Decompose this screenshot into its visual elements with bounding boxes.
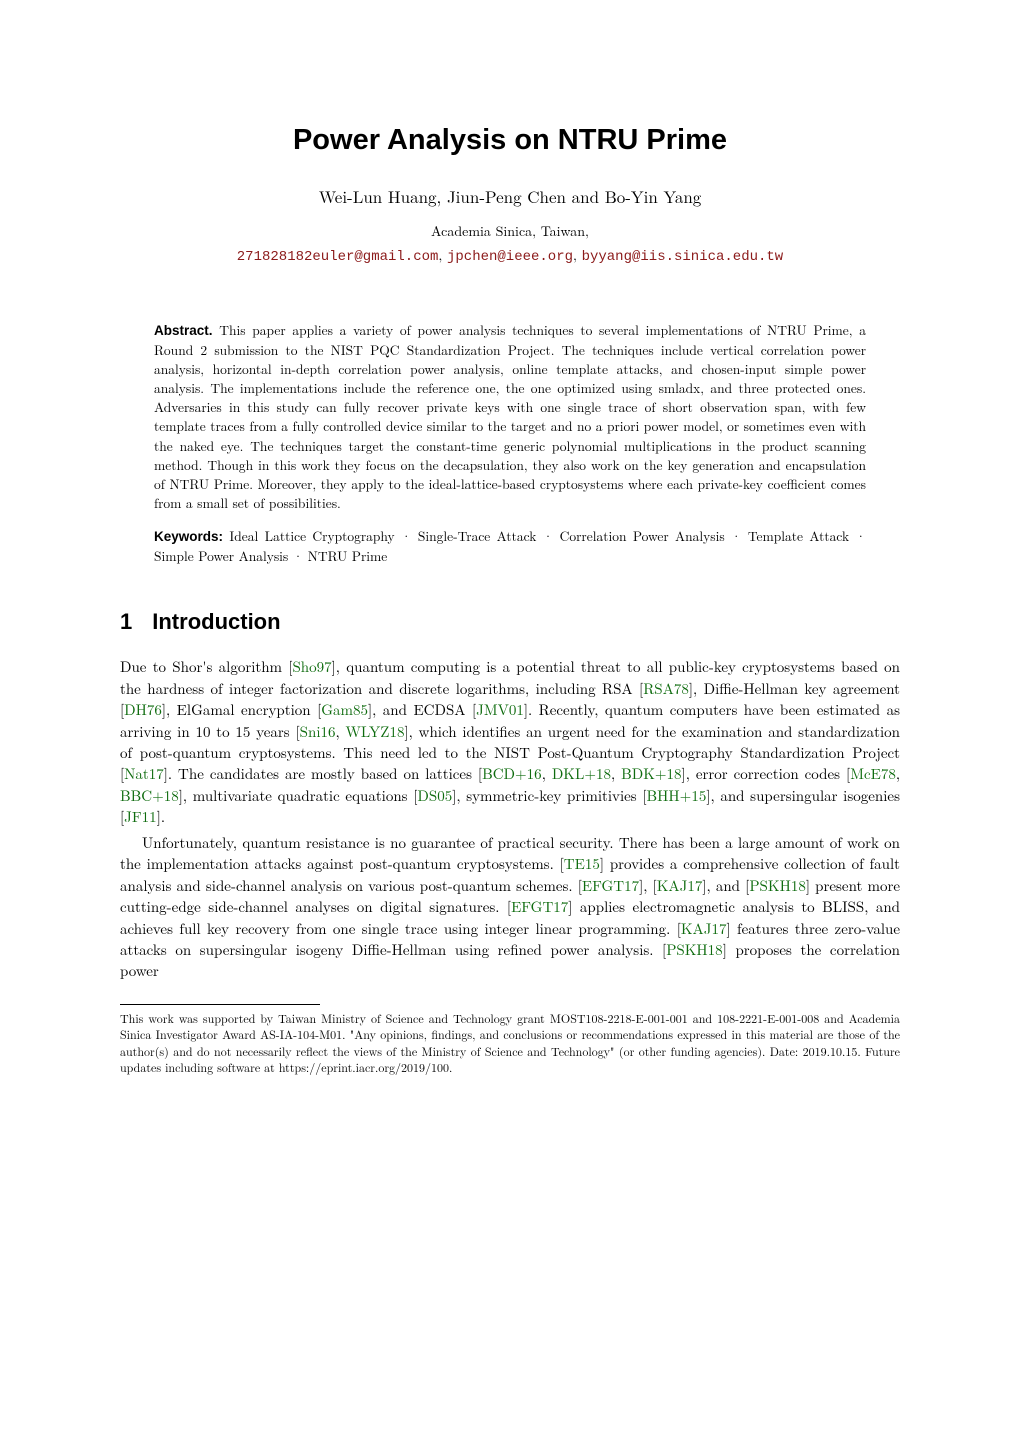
citation[interactable]: EFGT17	[511, 896, 568, 917]
citation[interactable]: Gam85	[321, 699, 368, 720]
citation[interactable]: RSA78	[643, 678, 689, 699]
citation[interactable]: DS05	[417, 785, 452, 806]
text: ], ElGamal encryption [	[162, 699, 321, 720]
text: ], error correction codes [	[682, 763, 851, 784]
section-heading: 1 Introduction	[120, 607, 900, 638]
affiliation: Academia Sinica, Taiwan,	[120, 222, 900, 242]
text: ], [	[639, 875, 657, 896]
citation[interactable]: JMV01	[476, 699, 524, 720]
abstract-label: Abstract.	[154, 323, 213, 338]
email-link-1[interactable]: 271828182euler@gmail.com	[237, 249, 439, 265]
emails-line: 271828182euler@gmail.com, jpchen@ieee.or…	[120, 246, 900, 268]
text: ], multivariate quadratic equations [	[179, 785, 418, 806]
keywords-text-val: Ideal Lattice Cryptography · Single-Trac…	[154, 526, 866, 565]
citation[interactable]: EFGT17	[582, 875, 639, 896]
text: ]. The candidates are mostly based on la…	[164, 763, 482, 784]
text: ], and ECDSA [	[368, 699, 476, 720]
citation[interactable]: PSKH18	[749, 875, 805, 896]
citation[interactable]: BCD+16	[482, 763, 542, 784]
citation[interactable]: BDK+18	[621, 763, 681, 784]
citation[interactable]: DH76	[124, 699, 162, 720]
citation[interactable]: KAJ17	[657, 875, 703, 896]
footnote: This work was supported by Taiwan Minist…	[120, 1011, 900, 1077]
citation[interactable]: BBC+18	[120, 785, 179, 806]
citation[interactable]: Sni16	[300, 721, 336, 742]
footnote-separator	[120, 1004, 320, 1005]
text: ,	[896, 763, 900, 784]
text: ], symmetric-key primitivies [	[452, 785, 646, 806]
citation[interactable]: BHH+15	[647, 785, 707, 806]
keywords: Keywords: Ideal Lattice Cryptography · S…	[154, 526, 866, 565]
email-sep: ,	[438, 245, 447, 265]
body-paragraph-1: Due to Shor's algorithm [Sho97], quantum…	[120, 656, 900, 828]
abstract-text: This paper applies a variety of power an…	[154, 320, 866, 512]
text: ,	[336, 721, 346, 742]
citation[interactable]: McE78	[850, 763, 896, 784]
citation[interactable]: WLYZ18	[346, 721, 405, 742]
text: ].	[157, 806, 165, 827]
email-link-3[interactable]: byyang@iis.sinica.edu.tw	[582, 249, 784, 265]
text: Due to Shor's algorithm [	[120, 656, 292, 677]
citation[interactable]: JF11	[124, 806, 157, 827]
citation[interactable]: Nat17	[124, 763, 164, 784]
email-sep: ,	[573, 245, 582, 265]
abstract: Abstract. This paper applies a variety o…	[154, 320, 866, 513]
paper-title: Power Analysis on NTRU Prime	[120, 120, 900, 161]
body-paragraph-2: Unfortunately, quantum resistance is no …	[120, 832, 900, 982]
citation[interactable]: PSKH18	[666, 939, 722, 960]
section-title: Introduction	[152, 609, 280, 634]
email-link-2[interactable]: jpchen@ieee.org	[447, 249, 573, 265]
section-number: 1	[120, 609, 132, 634]
text: ,	[542, 763, 552, 784]
citation[interactable]: KAJ17	[681, 918, 727, 939]
citation[interactable]: DKL+18	[552, 763, 611, 784]
citation[interactable]: TE15	[564, 853, 600, 874]
text: ], and [	[702, 875, 749, 896]
authors-line: Wei-Lun Huang, Jiun-Peng Chen and Bo-Yin…	[120, 185, 900, 209]
text: ,	[611, 763, 621, 784]
keywords-label: Keywords:	[154, 529, 223, 544]
citation[interactable]: Sho97	[292, 656, 331, 677]
